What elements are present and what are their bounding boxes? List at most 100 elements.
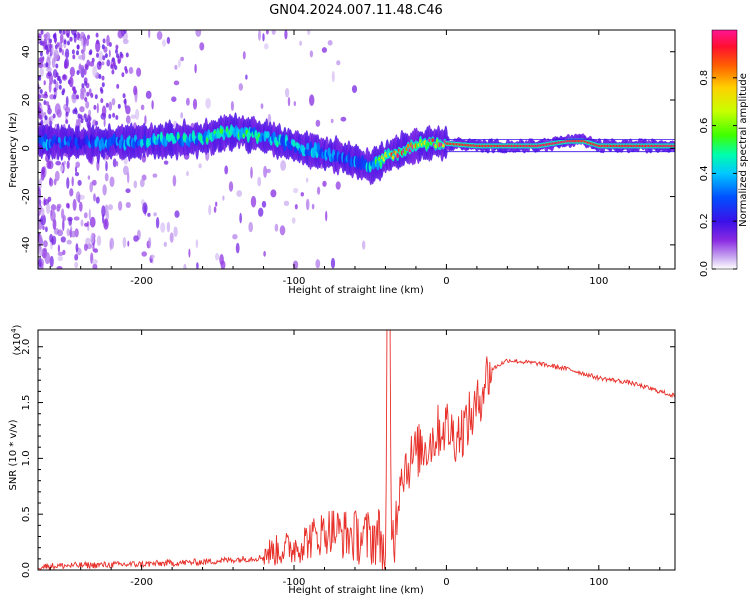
noise-speck — [122, 93, 126, 99]
noise-speck — [75, 191, 81, 202]
noise-speck — [44, 115, 48, 121]
noise-speck — [263, 165, 268, 178]
noise-speck — [40, 214, 46, 226]
colorbar-tick-label: 0.0 — [699, 261, 710, 277]
noise-speck — [57, 255, 63, 262]
noise-speck — [62, 30, 66, 35]
noise-speck — [140, 104, 145, 111]
noise-speck — [260, 103, 264, 109]
noise-speck — [38, 94, 41, 100]
noise-speck — [106, 59, 111, 67]
noise-speck — [169, 232, 174, 243]
noise-speck — [65, 202, 70, 209]
ridge-core — [79, 144, 82, 148]
snr-marks — [38, 330, 675, 570]
noise-speck — [74, 107, 78, 113]
noise-speck — [133, 180, 138, 189]
noise-speck — [173, 226, 178, 237]
noise-speck — [330, 118, 334, 124]
noise-speck — [213, 206, 217, 213]
noise-speck — [136, 67, 142, 77]
ridge-core — [225, 127, 229, 133]
ridge-core — [376, 161, 380, 168]
noise-speck — [68, 218, 72, 226]
ridge-core — [74, 139, 78, 144]
noise-speck — [38, 33, 42, 39]
noise-speck — [38, 257, 42, 268]
noise-speck — [48, 81, 52, 93]
noise-speck — [122, 237, 127, 248]
noise-speck — [96, 52, 99, 58]
ridge-core — [315, 153, 319, 157]
noise-speck — [66, 239, 72, 245]
noise-speck — [261, 200, 267, 208]
noise-speck — [293, 187, 299, 194]
noise-speck — [283, 200, 290, 206]
noise-speck — [84, 80, 88, 86]
noise-speck — [188, 248, 191, 258]
noise-speck — [89, 181, 93, 193]
noise-speck — [284, 30, 288, 40]
noise-speck — [100, 88, 104, 94]
noise-speck — [144, 115, 147, 125]
noise-speck — [327, 40, 333, 46]
noise-speck — [39, 67, 44, 77]
snr-scale-label: (x104) — [10, 324, 23, 355]
noise-speck — [118, 201, 123, 211]
noise-speck — [55, 160, 62, 166]
noise-speck — [54, 44, 58, 50]
noise-speck — [59, 164, 64, 173]
ridge-core — [205, 137, 209, 143]
noise-speck — [72, 86, 76, 92]
noise-speck — [39, 114, 42, 120]
noise-speck — [38, 234, 43, 246]
noise-speck — [71, 49, 75, 55]
noise-speck — [271, 30, 276, 35]
ridge-core — [282, 136, 285, 143]
noise-speck — [67, 40, 70, 46]
noise-speck — [83, 243, 88, 251]
noise-speck — [95, 32, 99, 38]
ridge-core — [314, 144, 317, 151]
noise-speck — [79, 106, 85, 113]
noise-speck — [123, 165, 129, 176]
noise-speck — [101, 61, 105, 66]
noise-speck — [91, 179, 97, 186]
noise-speck — [166, 36, 171, 45]
noise-speck — [63, 160, 66, 165]
noise-speck — [166, 221, 171, 233]
noise-speck — [270, 189, 277, 198]
noise-speck — [192, 98, 198, 110]
noise-speck — [83, 113, 87, 119]
noise-speck — [80, 118, 84, 124]
noise-speck — [65, 48, 70, 59]
noise-speck — [58, 84, 62, 90]
noise-speck — [76, 70, 80, 76]
noise-speck — [148, 237, 152, 249]
colorbar-label: Normalized spectral amplitude — [738, 73, 749, 227]
noise-speck — [127, 240, 130, 247]
ridge-core — [292, 141, 296, 146]
noise-speck — [94, 94, 98, 100]
noise-speck — [84, 63, 88, 69]
noise-speck — [98, 51, 104, 62]
noise-speck — [215, 253, 220, 261]
noise-speck — [76, 44, 80, 50]
noise-speck — [39, 57, 44, 64]
noise-speck — [64, 63, 68, 69]
xtick-label: -100 — [283, 577, 306, 588]
noise-speck — [128, 66, 134, 75]
noise-speck — [53, 94, 57, 100]
noise-speck — [321, 47, 327, 53]
noise-speck — [105, 160, 108, 172]
noise-speck — [111, 69, 115, 75]
noise-speck — [96, 39, 100, 45]
noise-speck — [250, 166, 253, 179]
noise-speck — [96, 103, 99, 114]
noise-speck — [52, 113, 56, 119]
noise-speck — [116, 53, 119, 59]
snr-xlabel: Height of straight line (km) — [288, 585, 424, 596]
noise-speck — [215, 201, 218, 207]
